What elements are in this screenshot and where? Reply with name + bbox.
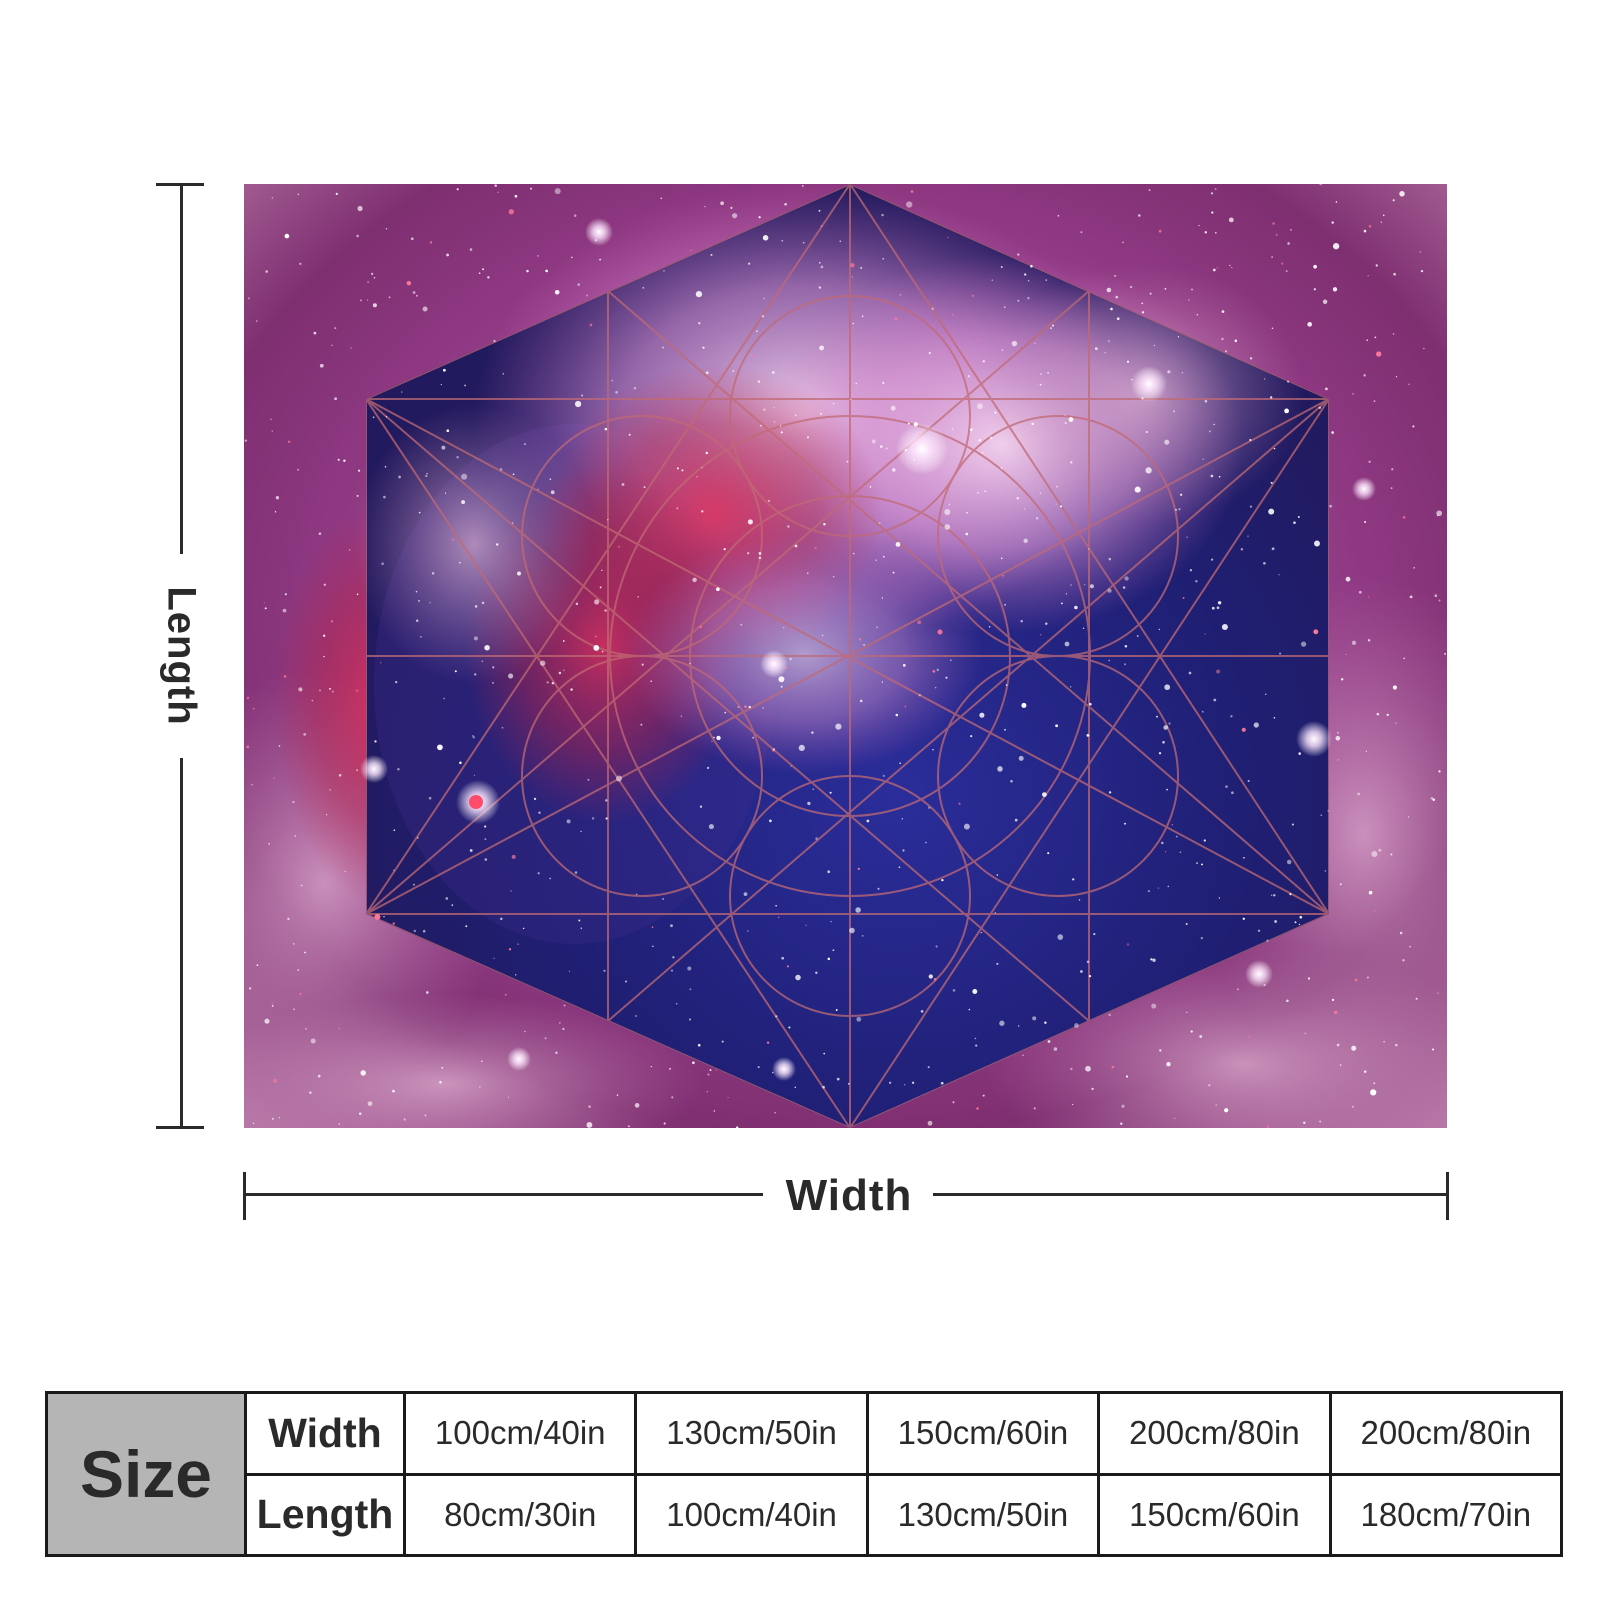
table-cell: 130cm/50in xyxy=(865,1472,1101,1557)
width-line-left-cap xyxy=(243,1172,246,1220)
table-cell: 200cm/80in xyxy=(1097,1391,1332,1476)
length-line-upper xyxy=(180,184,183,554)
table-cell: 180cm/70in xyxy=(1328,1472,1564,1557)
width-line-right xyxy=(933,1193,1446,1196)
table-cell: 150cm/60in xyxy=(865,1391,1101,1476)
table-row-width: Size Width 100cm/40in 130cm/50in 150cm/6… xyxy=(45,1391,1564,1557)
length-row-label: Length xyxy=(244,1472,406,1557)
table-cell: 200cm/80in xyxy=(1328,1391,1564,1476)
length-line-lower xyxy=(180,758,183,1128)
width-row-label: Width xyxy=(244,1391,406,1476)
table-cell: 100cm/40in xyxy=(402,1391,638,1476)
size-header-cell: Size xyxy=(45,1391,247,1557)
table-cell: 130cm/50in xyxy=(634,1391,869,1476)
blanket-artwork-image xyxy=(244,184,1447,1128)
width-label: Width xyxy=(785,1171,913,1220)
table-row-length: Length 80cm/30in 100cm/40in 130cm/50in 1… xyxy=(47,1472,1564,1557)
size-table: Size Width 100cm/40in 130cm/50in 150cm/6… xyxy=(45,1391,1564,1557)
width-line-right-cap xyxy=(1446,1172,1449,1220)
table-cell: 100cm/40in xyxy=(634,1472,869,1557)
table-cell: 80cm/30in xyxy=(402,1472,638,1557)
length-line-bottom-cap xyxy=(156,1126,204,1129)
width-line-left xyxy=(244,1193,763,1196)
table-cell: 150cm/60in xyxy=(1097,1472,1332,1557)
length-label: Length xyxy=(159,586,204,726)
